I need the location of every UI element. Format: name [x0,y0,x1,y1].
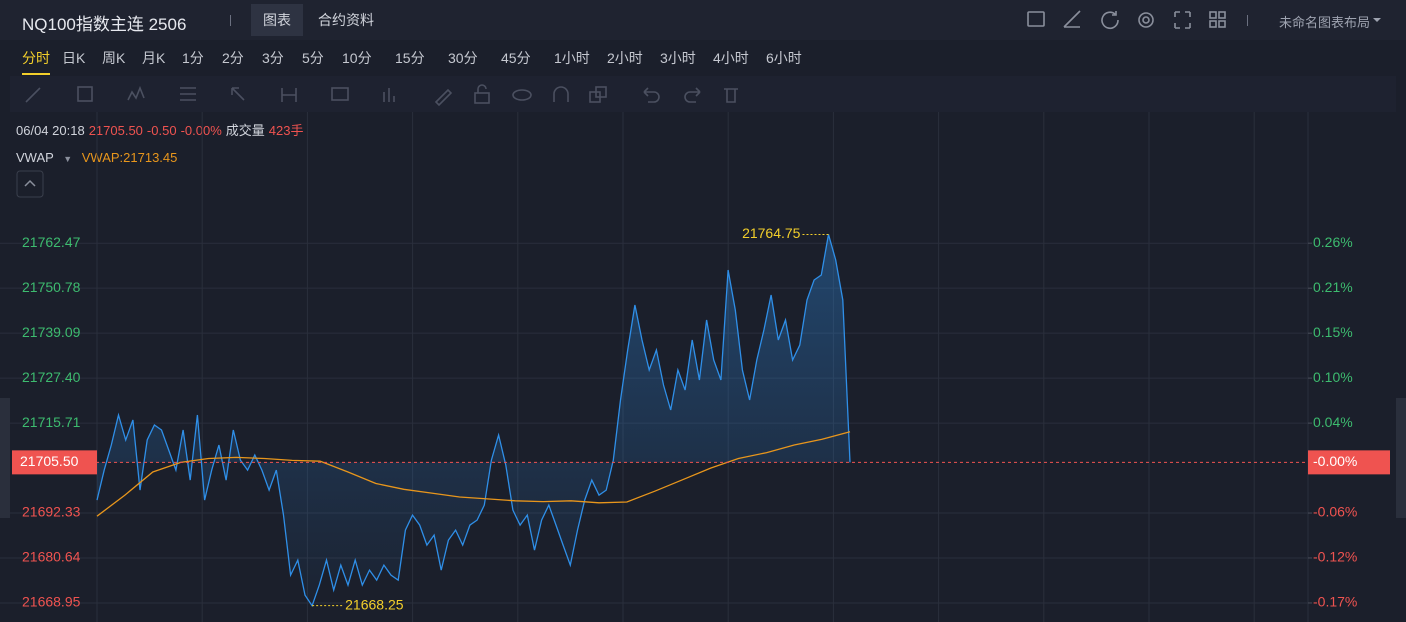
side-handle[interactable] [1396,398,1406,518]
icon[interactable] [77,86,93,102]
icon[interactable] [127,85,145,101]
last-price-label: 21705.50 [20,453,79,469]
icon[interactable] [25,87,41,103]
timeframe[interactable]: 45分 [501,50,531,66]
dropdown-arrow[interactable]: ▼ [63,154,73,164]
icon[interactable] [724,88,738,103]
y2-tick-label: 0.15% [1313,324,1353,340]
y-tick-label: 21750.78 [22,279,81,295]
icon[interactable] [231,87,245,101]
timeframe[interactable]: 15分 [395,50,425,66]
timeframe[interactable]: 周K [102,50,126,66]
vwap-line [96,431,851,517]
tab[interactable]: 图表 [251,4,303,36]
side-handle[interactable] [0,398,10,518]
price: 21705.50 [88,123,143,138]
icon[interactable] [1209,11,1217,19]
y-tick-label: 21715.71 [22,414,81,430]
symbol-title: NQ100指数主连 2506 [22,15,187,34]
y2-tick-label: -0.06% [1313,504,1357,520]
y-tick-label: 21727.40 [22,369,81,385]
icon[interactable] [512,89,532,101]
y2-tick-label: 0.10% [1313,369,1353,385]
collapse-button[interactable] [16,170,44,198]
y2-tick-label: 0.26% [1313,234,1353,250]
indicator-name[interactable]: VWAP [16,150,54,165]
last-change-label: -0.00% [1313,453,1357,469]
timeframe[interactable]: 月K [142,50,166,66]
tab[interactable]: 合约资料 [318,12,374,28]
y2-tick-label: -0.12% [1313,549,1357,565]
price-area [97,234,850,606]
change-pct: -0.00% [180,123,222,138]
timeframe[interactable]: 日K [62,50,86,66]
annotation-label: 21764.75 [742,225,801,241]
icon[interactable] [474,92,490,104]
change: -0.50 [146,123,177,138]
toolbar-icons [1027,10,1226,30]
collapse-icon [24,179,36,187]
y2-tick-label: 0.04% [1313,414,1353,430]
drawing-toolbar [10,76,1396,112]
icon[interactable] [180,87,196,101]
annotation-label: 21668.25 [345,596,404,612]
icon[interactable] [553,86,569,102]
timeframe[interactable]: 5分 [302,50,324,66]
icon[interactable] [383,88,395,102]
last-price-box [12,450,97,475]
timeframe[interactable]: 分时 [22,48,50,75]
timeframe[interactable]: 30分 [448,50,478,66]
icon[interactable] [1063,10,1081,28]
icon[interactable] [1101,11,1119,30]
icon[interactable] [1174,11,1191,29]
top-bar: NQ100指数主连 2506 图表 合约资料 未命名图表布局 [0,0,1406,40]
timeframe[interactable]: 3小时 [660,50,696,66]
last-change-box [1308,450,1390,475]
y-tick-label: 21680.64 [22,549,81,565]
indicator-legend: VWAP ▼ VWAP:21713.45 [16,150,177,165]
volume-label: 成交量 [225,123,265,138]
icon[interactable] [331,87,349,101]
info-line: 06/04 20:18 21705.50 -0.50 -0.00% 成交量 423手 [16,120,307,139]
drawing-icons [25,84,738,107]
y-tick-label: 21739.09 [22,324,81,340]
y2-tick-label: -0.17% [1313,594,1357,610]
timeframe[interactable]: 10分 [342,50,372,66]
timeframe[interactable]: 1分 [182,50,204,66]
timeframe[interactable]: 4小时 [713,50,749,66]
timeframe[interactable]: 6小时 [766,50,802,66]
layout-name[interactable]: 未命名图表布局 [1278,15,1370,30]
y-tick-label: 21762.47 [22,234,81,250]
icon[interactable] [281,88,297,102]
timeframe-bar: 分时 日K 周K 月K 1分 2分 3分 5分 10分 15分 30分 45分 1小时 2小时 3小时 4小时… [0,40,1396,75]
icon[interactable] [1138,12,1154,28]
volume: 423手 [268,123,304,138]
icon[interactable] [643,87,660,103]
y-tick-label: 21692.33 [22,504,81,520]
y2-tick-label: 0.21% [1313,279,1353,295]
time: 06/04 20:18 [16,123,85,138]
chart: 21762.47 21750.78 21739.09 21727.40 21715.71… [0,112,1390,622]
dropdown-arrow [1373,18,1381,22]
y-tick-label: 21668.95 [22,594,81,610]
separator [230,15,231,26]
icon[interactable] [1027,11,1045,27]
timeframe[interactable]: 3分 [262,50,284,66]
indicator-value: VWAP:21713.45 [81,150,178,165]
timeframe[interactable]: 2小时 [607,50,643,66]
separator [1247,15,1248,26]
timeframe[interactable]: 1小时 [554,50,590,66]
icon[interactable] [434,88,453,107]
timeframe[interactable]: 2分 [222,50,244,66]
icon[interactable] [684,87,701,103]
